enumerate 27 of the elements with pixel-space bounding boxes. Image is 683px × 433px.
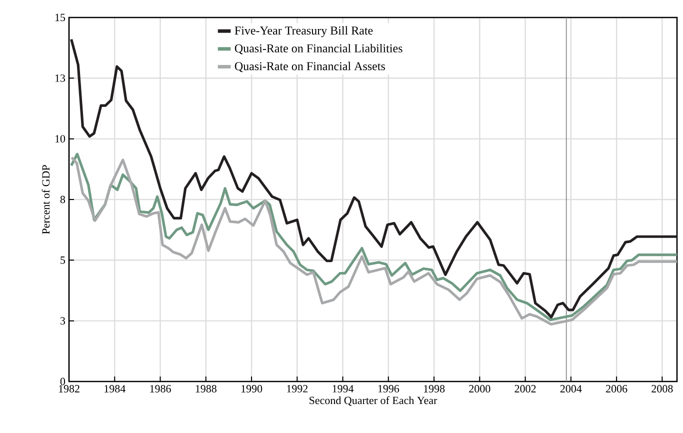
x-tick-label: 1994 xyxy=(332,385,354,392)
x-tick-label: 2002 xyxy=(514,385,536,392)
x-tick-label: 1996 xyxy=(378,385,400,392)
x-tick-label: 2008 xyxy=(652,385,673,392)
y-tick-label: 13 xyxy=(55,74,66,82)
x-tick-label: 2000 xyxy=(469,385,490,392)
legend-label: Five-Year Treasury Bill Rate xyxy=(234,26,373,38)
line-series xyxy=(70,38,677,318)
y-axis-title: Percent of GDP xyxy=(42,165,50,234)
y-tick-label: 15 xyxy=(55,14,66,22)
x-tick-label: 1998 xyxy=(424,385,445,392)
x-axis-title: Second Quarter of Each Year xyxy=(310,396,438,406)
x-tick-label: 2004 xyxy=(560,385,582,392)
x-tick-label: 1986 xyxy=(150,385,171,392)
y-tick-label: 8 xyxy=(60,196,66,204)
x-tick-label: 1992 xyxy=(287,385,308,392)
y-tick-label: 3 xyxy=(60,317,66,325)
legend-label: Quasi-Rate on Financial Liabilities xyxy=(234,44,402,54)
legend-label: Quasi-Rate on Financial Assets xyxy=(234,62,385,72)
x-tick-label: 2006 xyxy=(606,385,628,392)
y-tick-label: 0 xyxy=(60,378,66,386)
y-tick-label: 5 xyxy=(60,256,66,264)
x-tick-label: 1982 xyxy=(58,385,80,392)
x-tick-label: 1984 xyxy=(104,385,126,392)
y-tick-label: 10 xyxy=(55,135,66,143)
x-tick-label: 1990 xyxy=(241,385,262,392)
x-tick-label: 1988 xyxy=(196,385,216,392)
